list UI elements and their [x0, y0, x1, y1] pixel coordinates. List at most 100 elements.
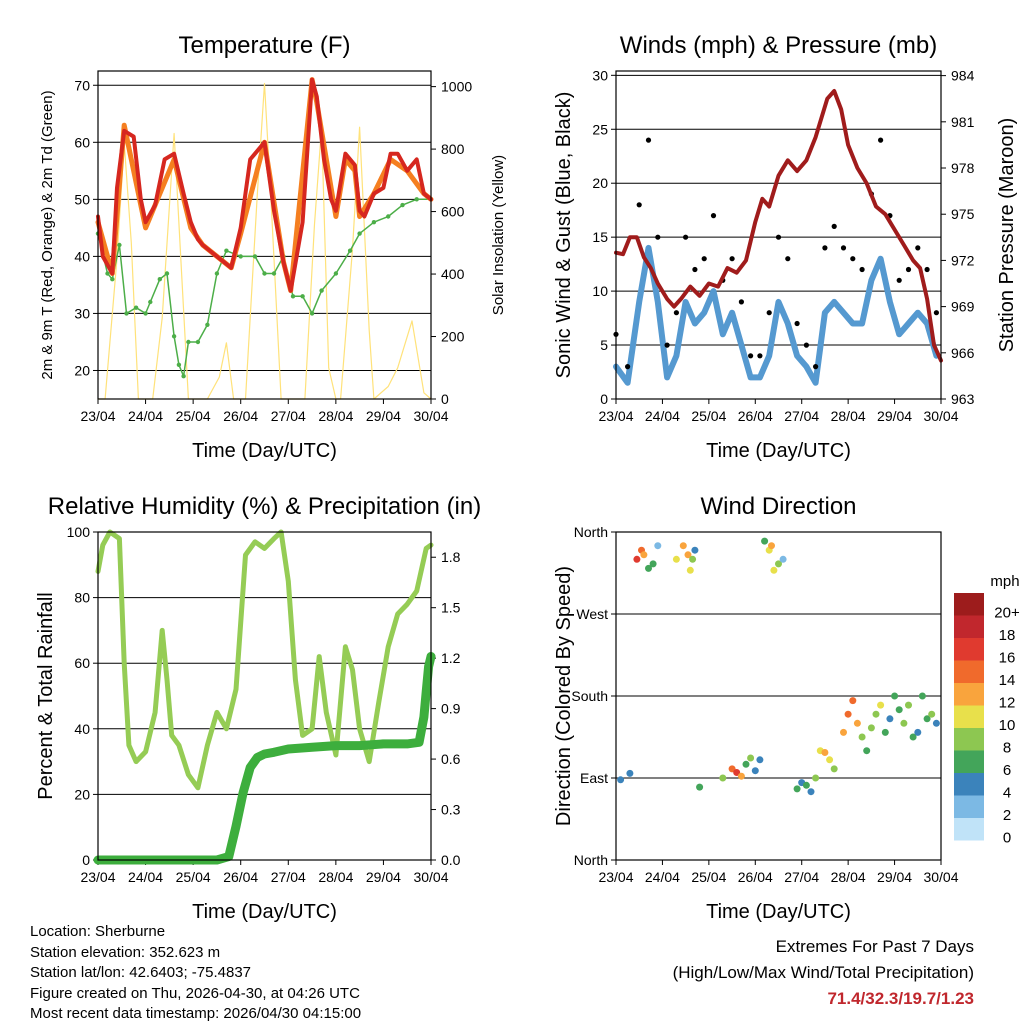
temperature-xtick-label: 29/04: [366, 408, 401, 424]
gust-point: [766, 310, 772, 316]
dewpoint-point: [319, 288, 324, 293]
direction-point: [737, 772, 745, 780]
winds-ytick-label: 10: [592, 283, 608, 299]
dewpoint-point: [176, 362, 182, 367]
direction-point: [886, 715, 894, 723]
direction-point: [900, 719, 908, 727]
direction-legend-label: 20+: [994, 604, 1020, 621]
direction-point: [928, 710, 936, 718]
location-text: Location: Sherburne: [30, 923, 166, 940]
humidity-y2tick-label: 0.3: [441, 802, 461, 818]
direction-legend-label: 8: [1003, 739, 1011, 756]
created-text: Figure created on Thu, 2026-04-30, at 04…: [30, 984, 360, 1002]
winds-xtick-label: 27/04: [784, 408, 819, 424]
direction-point: [686, 566, 694, 574]
humidity-y2tick-label: 0.9: [441, 701, 461, 717]
direction-point: [821, 749, 829, 756]
direction-legend-label: 4: [1003, 784, 1011, 801]
direction-point: [761, 537, 769, 545]
temperature-y2tick-label: 800: [441, 141, 465, 157]
humidity-y2tick-label: 1.8: [441, 549, 461, 565]
dewpoint-point: [117, 242, 122, 248]
direction-legend-title: mph: [990, 573, 1019, 590]
gust-point: [636, 202, 642, 208]
dewpoint-point: [262, 271, 267, 276]
gust-point: [683, 234, 689, 240]
humidity-xtick-label: 28/04: [318, 869, 353, 885]
direction-point: [858, 733, 866, 741]
direction-point: [696, 783, 704, 791]
winds-y2tick-label: 966: [951, 345, 975, 361]
temperature-ytick-label: 30: [74, 305, 90, 321]
dewpoint-point: [400, 202, 405, 208]
direction-legend-label: 14: [999, 672, 1016, 689]
dewpoint-point: [386, 214, 391, 219]
gust-point: [664, 342, 670, 348]
elevation-text: Station elevation: 352.623 m: [30, 943, 221, 961]
winds-ytick-label: 0: [600, 391, 608, 407]
gust-point: [738, 299, 745, 305]
direction-point: [877, 701, 885, 709]
direction-point: [872, 710, 880, 718]
direction-legend-swatch: [954, 638, 984, 661]
gust-point: [710, 213, 717, 219]
humidity-title: Relative Humidity (%) & Precipitation (i…: [48, 493, 481, 520]
gust-point: [748, 353, 754, 359]
temperature-xtick-label: 23/04: [80, 408, 115, 424]
direction-legend-label: 18: [999, 627, 1016, 644]
temperature-ytick-label: 70: [74, 77, 90, 93]
direction-point: [918, 692, 926, 700]
dewpoint-point: [333, 271, 339, 276]
gust-point: [859, 266, 865, 273]
humidity-xtick-label: 27/04: [271, 869, 306, 885]
direction-point: [733, 769, 741, 776]
direction-point: [640, 551, 648, 559]
humidity-xtick-label: 23/04: [80, 869, 115, 885]
dewpoint-point: [214, 271, 220, 276]
direction-point: [932, 719, 940, 727]
direction-legend-label: 16: [999, 649, 1016, 666]
direction-legend-swatch: [954, 795, 984, 818]
humidity-y2tick-label: 0.0: [441, 852, 461, 868]
extremes-values: 71.4/32.3/19.7/1.23: [827, 989, 974, 1008]
humidity-ytick-label: 0: [82, 852, 90, 868]
winds-xtick-label: 24/04: [645, 408, 680, 424]
temperature-xlabel: Time (Day/UTC): [192, 440, 337, 462]
gust-point: [729, 256, 735, 262]
temperature-ytick-label: 50: [74, 191, 90, 207]
dewpoint-point: [309, 311, 315, 316]
direction-point: [756, 756, 764, 764]
extremes-title: Extremes For Past 7 Days: [775, 937, 974, 956]
humidity-xtick-label: 26/04: [223, 869, 258, 885]
direction-point: [807, 788, 815, 796]
winds-xtick-label: 23/04: [598, 408, 633, 424]
dewpoint-point: [133, 305, 139, 310]
dewpoint-point: [371, 220, 377, 225]
direction-legend-swatch: [954, 818, 984, 841]
dewpoint-point: [357, 231, 362, 236]
gust-point: [822, 245, 828, 251]
humidity-ytick-label: 20: [74, 786, 90, 802]
direction-point: [826, 756, 834, 764]
temperature-y2tick-label: 1000: [441, 79, 472, 95]
winds-ytick-label: 20: [592, 175, 608, 191]
direction-point: [905, 701, 912, 709]
extremes-subtitle: (High/Low/Max Wind/Total Precipitation): [672, 963, 974, 982]
temperature-y2tick-label: 600: [441, 204, 465, 220]
direction-point: [689, 555, 697, 563]
dewpoint-point: [171, 334, 177, 339]
dewpoint-point: [157, 277, 162, 282]
direction-point: [770, 566, 778, 574]
direction-point: [840, 728, 847, 736]
temperature-xtick-label: 26/04: [223, 408, 258, 424]
direction-title: Wind Direction: [700, 493, 856, 520]
dewpoint-point: [271, 271, 277, 276]
temperature-xtick-label: 28/04: [318, 408, 353, 424]
winds-y2tick-label: 972: [951, 252, 975, 268]
recent-text: Most recent data timestamp: 2026/04/30 0…: [30, 1005, 362, 1022]
direction-legend-swatch: [954, 683, 984, 706]
direction-point: [891, 692, 899, 700]
humidity-y2tick-label: 1.5: [441, 600, 461, 616]
direction-point: [914, 728, 922, 736]
dewpoint-point: [110, 277, 115, 282]
